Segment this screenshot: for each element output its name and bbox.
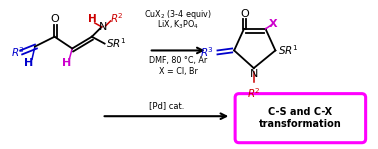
Text: $SR^1$: $SR^1$ <box>105 37 126 51</box>
Text: $\mathregular{CuX_2}$ (3-4 equiv): $\mathregular{CuX_2}$ (3-4 equiv) <box>144 8 212 21</box>
Text: $R^3$: $R^3$ <box>200 45 215 59</box>
Text: H: H <box>25 58 34 68</box>
Text: transformation: transformation <box>259 119 342 129</box>
Text: O: O <box>240 9 249 19</box>
Text: $R^2$: $R^2$ <box>247 86 261 100</box>
Text: C-S and C-X: C-S and C-X <box>268 107 332 117</box>
Text: N: N <box>249 69 258 79</box>
Text: $SR^1$: $SR^1$ <box>278 44 299 57</box>
Text: $\mathregular{LiX, K_3PO_4}$: $\mathregular{LiX, K_3PO_4}$ <box>157 19 199 31</box>
FancyBboxPatch shape <box>235 94 366 143</box>
Text: H: H <box>62 58 71 68</box>
Text: $R^3$: $R^3$ <box>11 45 25 59</box>
Text: N: N <box>98 22 107 32</box>
Text: H: H <box>88 14 97 24</box>
Text: $R^2$: $R^2$ <box>110 11 124 25</box>
Text: O: O <box>50 14 59 24</box>
Text: DMF, 80 °C, Ar: DMF, 80 °C, Ar <box>149 56 207 65</box>
Text: [Pd] cat.: [Pd] cat. <box>149 101 184 110</box>
Text: X = Cl, Br: X = Cl, Br <box>159 67 198 76</box>
Text: X: X <box>269 19 278 29</box>
